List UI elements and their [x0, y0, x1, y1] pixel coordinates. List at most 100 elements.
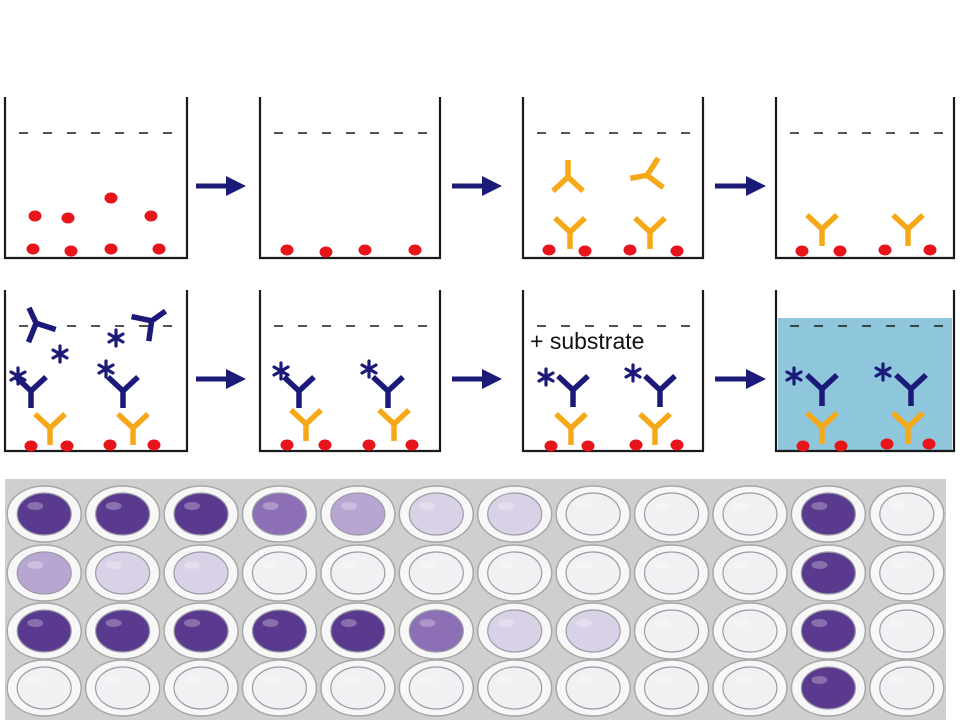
enzyme-linked-antibody	[16, 377, 46, 408]
antigen-dot	[280, 244, 294, 256]
well-outline	[258, 290, 442, 453]
plate-well	[790, 485, 867, 543]
plate-well	[84, 659, 161, 717]
antigen-dot	[60, 440, 74, 452]
capture-antibody	[640, 414, 670, 445]
plate-well	[633, 485, 710, 543]
plate-well	[712, 485, 788, 543]
plate-well	[320, 659, 396, 717]
step-arrow-icon	[196, 369, 246, 389]
antigen-dot	[104, 243, 118, 255]
plate-well	[633, 659, 710, 717]
antigen-dot	[922, 438, 936, 450]
plate-well	[6, 602, 82, 660]
plate-well	[555, 544, 631, 602]
enzyme-star-icon	[97, 359, 115, 379]
plate-well	[476, 544, 553, 602]
plate-well	[6, 659, 82, 717]
plate-frame	[5, 479, 946, 720]
step-arrow-icon	[715, 369, 766, 389]
antigen-dot	[144, 210, 158, 222]
plate-well	[712, 659, 788, 717]
step-arrow-icon	[196, 176, 246, 196]
elisa-step-7	[521, 290, 705, 453]
antigen-dot	[24, 440, 38, 452]
plate-well	[790, 659, 867, 717]
antigen-dot	[28, 210, 42, 222]
capture-antibody	[291, 410, 321, 441]
step-arrow-icon	[715, 176, 766, 196]
enzyme-star-icon	[624, 363, 642, 383]
elisa-step-1	[3, 97, 189, 260]
enzyme-linked-antibody	[284, 377, 314, 408]
antigen-dot	[152, 243, 166, 255]
elisa-step-8	[774, 290, 956, 453]
well-outline	[3, 290, 189, 453]
plate-well	[555, 485, 631, 543]
enzyme-linked-antibody	[108, 377, 138, 408]
plate-well	[476, 659, 553, 717]
antigen-dot	[623, 244, 637, 256]
enzyme-star-icon	[107, 328, 125, 348]
capture-antibody	[555, 218, 585, 249]
capture-antibody	[628, 158, 664, 193]
capture-antibody	[379, 410, 409, 441]
plate-well	[398, 659, 475, 717]
plate-well	[241, 544, 318, 602]
antigen-dot	[544, 440, 558, 452]
capture-antibody	[635, 218, 665, 249]
enzyme-linked-antibody	[15, 301, 55, 342]
plate-well	[712, 602, 788, 660]
microplate-photo	[5, 479, 946, 720]
antigen-dot	[104, 192, 118, 204]
elisa-step-4	[774, 97, 956, 260]
antigen-dot	[796, 440, 810, 452]
antigen-dot	[833, 245, 847, 257]
plate-well	[555, 659, 631, 717]
elisa-step-2	[258, 97, 442, 260]
capture-antibody	[35, 414, 65, 445]
antigen-dot	[670, 245, 684, 257]
substrate-label: + substrate	[530, 328, 644, 354]
antigen-dot	[878, 244, 892, 256]
plate-well	[476, 602, 553, 660]
elisa-step-3	[521, 97, 705, 260]
capture-antibody	[556, 414, 586, 445]
antigen-dot	[362, 439, 376, 451]
antigen-dot	[629, 439, 643, 451]
plate-well	[320, 485, 396, 543]
plate-well	[712, 544, 788, 602]
elisa-step-6	[258, 290, 442, 453]
plate-well	[84, 602, 161, 660]
capture-antibody	[118, 414, 148, 445]
step-arrow-icon	[452, 369, 502, 389]
enzyme-star-icon	[360, 359, 378, 379]
plate-well	[84, 485, 161, 543]
plate-well	[163, 544, 239, 602]
plate-well	[555, 602, 631, 660]
plate-well	[241, 602, 318, 660]
antigen-dot	[103, 439, 117, 451]
elisa-step-5	[3, 290, 189, 453]
antigen-dot	[795, 245, 809, 257]
capture-antibody	[807, 215, 837, 246]
plate-well	[320, 544, 396, 602]
well-outline	[774, 290, 956, 453]
plate-well	[163, 485, 239, 543]
antigen-dot	[542, 244, 556, 256]
well-outline	[521, 97, 705, 260]
colored-product-fill	[778, 318, 952, 451]
well-outline	[3, 97, 189, 260]
plate-well	[633, 602, 710, 660]
enzyme-linked-antibody	[132, 299, 175, 341]
step-arrow-icon	[452, 176, 502, 196]
plate-well	[633, 544, 710, 602]
antigen-dot	[880, 438, 894, 450]
well-outline	[521, 290, 705, 453]
plate-well	[869, 485, 945, 543]
antigen-dot	[61, 212, 75, 224]
enzyme-star-icon	[51, 344, 69, 364]
plate-well	[241, 659, 318, 717]
antigen-dot	[318, 439, 332, 451]
